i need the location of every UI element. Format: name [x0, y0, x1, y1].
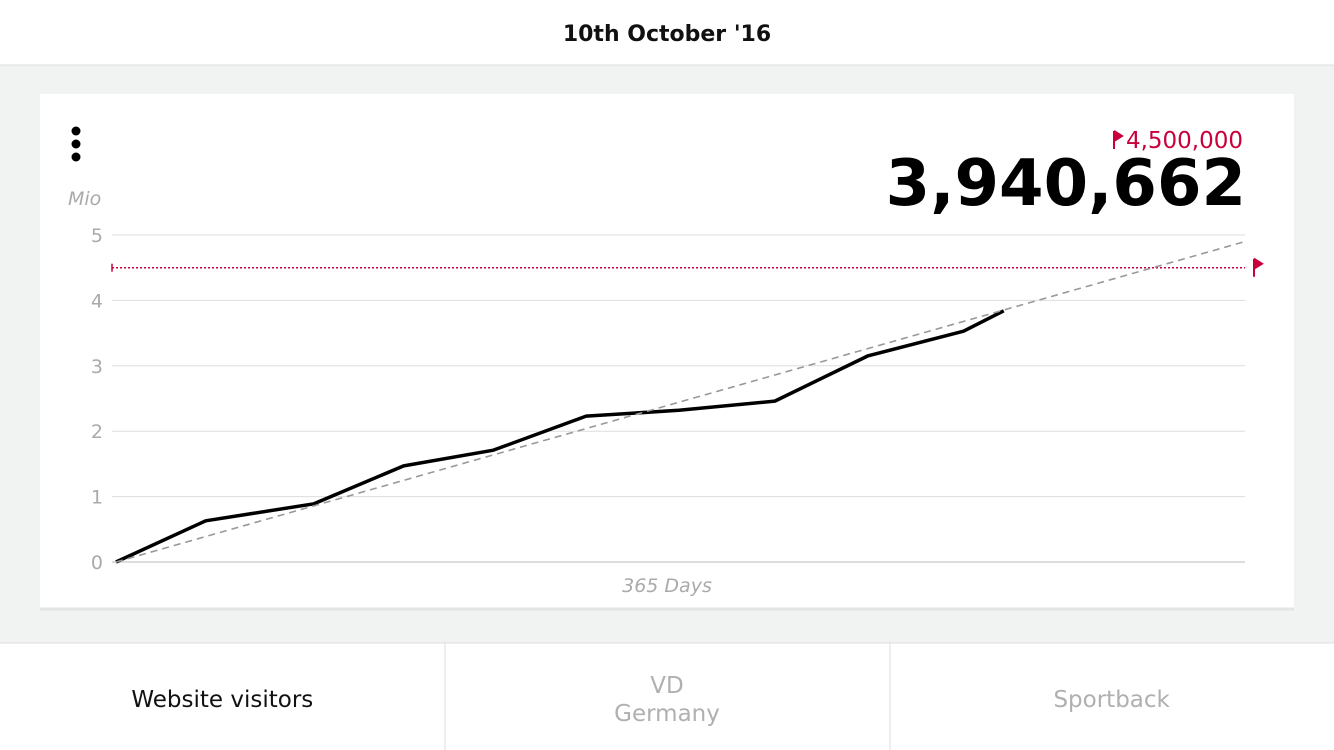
target-label: 4,500,000: [1126, 128, 1243, 154]
y-tick-label: 0: [91, 552, 103, 574]
target-flag: [1253, 257, 1264, 277]
tab-label[interactable]: Website visitors: [131, 687, 313, 713]
current-value: 3,940,662: [886, 147, 1246, 221]
menu-button[interactable]: [71, 126, 81, 162]
menu-dot[interactable]: [71, 152, 81, 162]
y-tick-label: 4: [91, 290, 103, 312]
target-flag-icon: [1113, 130, 1124, 149]
tab-label[interactable]: Sportback: [1053, 687, 1170, 713]
trend-line: [115, 240, 1246, 563]
data-line: [115, 309, 1005, 564]
y-tick-label: 2: [91, 421, 103, 443]
y-tick-label: 3: [91, 356, 103, 378]
x-axis-label: 365 Days: [622, 575, 712, 597]
menu-dot[interactable]: [71, 139, 81, 149]
menu-dot[interactable]: [71, 126, 81, 136]
y-tick-label: 1: [91, 487, 103, 509]
y-tick-label: 5: [91, 225, 103, 247]
tab-label[interactable]: VD: [650, 673, 683, 699]
tab-label[interactable]: Germany: [614, 701, 720, 727]
tab-bar: [0, 643, 1334, 750]
header-title: 10th October '16: [563, 22, 771, 47]
y-axis-label: Mio: [68, 188, 101, 210]
